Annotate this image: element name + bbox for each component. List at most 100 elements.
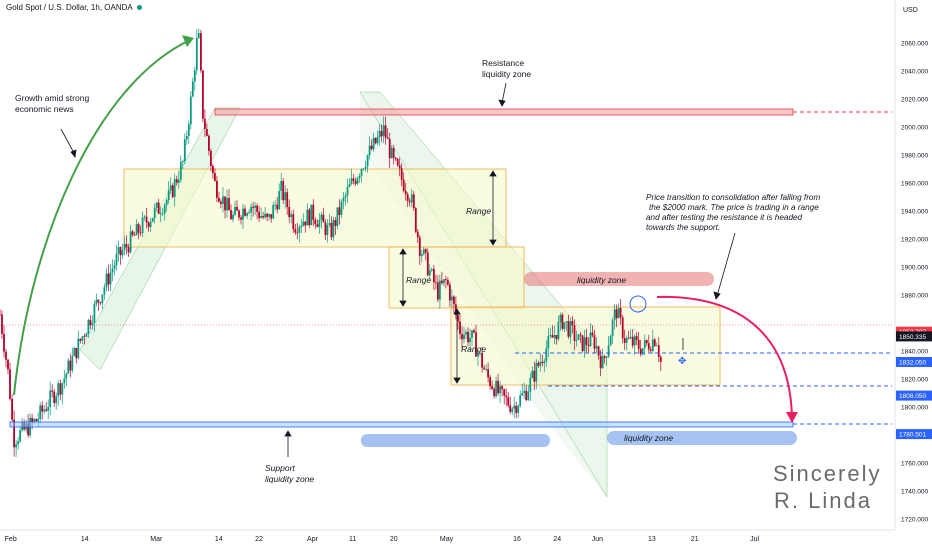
candle-body [402, 179, 405, 191]
candle-body [230, 210, 232, 220]
candle-body [414, 208, 417, 232]
candle-body [13, 419, 15, 448]
candle-body [248, 212, 250, 214]
candle-body [643, 340, 646, 349]
y-tick-label: 2040.000 [901, 68, 928, 75]
candle-body [455, 304, 457, 316]
support-note-line2: liquidity zone [265, 474, 314, 484]
candle-body [422, 249, 425, 255]
candle-body [111, 268, 114, 273]
candle-body [246, 213, 248, 216]
candle-body [362, 168, 365, 170]
candle-body [396, 159, 399, 166]
candle-body [296, 232, 299, 234]
candle-body [479, 353, 481, 354]
candle-body [519, 395, 522, 406]
market-status-icon [136, 5, 142, 11]
candle-body [557, 322, 560, 340]
x-tick-label: Mar [150, 536, 163, 543]
candle-body [577, 334, 580, 340]
candle-body [55, 396, 58, 404]
candle-body [278, 191, 281, 210]
x-tick-label: 20 [390, 536, 398, 543]
candle-body [107, 273, 110, 285]
y-tick-label: 1980.000 [901, 152, 928, 159]
candle-body [83, 336, 86, 338]
candle-body [511, 408, 514, 412]
candle-body [392, 147, 395, 158]
target-marker-icon: ✥ [678, 356, 686, 367]
candle-body [133, 234, 136, 236]
candle-body [463, 334, 465, 340]
candle-body [473, 330, 475, 333]
candle-body [587, 344, 590, 346]
candle-body [647, 343, 650, 350]
candle-body [581, 335, 584, 351]
candle-body [232, 214, 234, 220]
candle-body [139, 232, 142, 234]
candle-body [623, 338, 626, 343]
candle-body [641, 348, 644, 355]
transition-note-line3: and after testing the resistance it is h… [646, 213, 803, 222]
candle-body [294, 229, 297, 233]
candle-body [541, 362, 544, 364]
candle-body [465, 331, 467, 335]
candle-body [433, 269, 435, 283]
candle-body [453, 296, 455, 305]
candle-body [71, 356, 74, 371]
candle-body [561, 314, 564, 329]
x-tick-label: Apr [307, 536, 319, 543]
candle-body [428, 270, 431, 276]
candle-body [370, 145, 373, 150]
candle-body [272, 205, 275, 219]
candle-body [37, 419, 40, 422]
candle-body [499, 386, 501, 394]
liquidity-zone-red [524, 272, 714, 286]
candle-body [73, 348, 76, 356]
candle-body [374, 138, 377, 144]
candle-body [75, 348, 78, 359]
x-tick-label: Jul [750, 536, 759, 543]
candle-body [567, 321, 570, 337]
candle-body [218, 197, 220, 202]
liquidity-zone-blue-right [607, 431, 797, 445]
candle-body [344, 195, 347, 198]
candle-body [599, 355, 602, 369]
candle-body [633, 336, 636, 346]
candle-body [220, 201, 222, 204]
candle-body [137, 224, 140, 233]
candle-body [378, 130, 381, 137]
candles-layer [0, 28, 662, 457]
y-tick-label: 1800.000 [901, 404, 928, 411]
candle-body [173, 179, 176, 197]
candle-body [535, 363, 538, 382]
candle-body [601, 356, 604, 369]
resistance-note-line1: Resistance [482, 58, 524, 68]
candle-body [175, 179, 178, 183]
candle-body [611, 320, 614, 337]
candle-body [619, 308, 622, 318]
x-tick-label: 21 [691, 536, 699, 543]
candle-body [252, 206, 254, 208]
candle-body [348, 184, 351, 187]
candle-body [631, 336, 634, 346]
growth-arrowhead [182, 35, 194, 47]
x-tick-label: 11 [349, 536, 356, 543]
chart-title-text: Gold Spot / U.S. Dollar, 1h, OANDA [6, 3, 133, 12]
candle-body [127, 247, 130, 253]
candle-body [416, 231, 419, 238]
candle-body [135, 224, 138, 236]
candle-body [527, 391, 530, 400]
candle-body [47, 407, 50, 411]
candle-body [49, 390, 52, 408]
candle-body [613, 309, 616, 321]
candle-body [645, 340, 648, 344]
candle-body [529, 378, 532, 392]
candle-body [481, 353, 483, 368]
candle-body [609, 336, 612, 346]
candle-body [147, 222, 150, 227]
candle-body [262, 216, 264, 218]
candle-body [314, 219, 317, 225]
range-boxes [123, 168, 721, 386]
